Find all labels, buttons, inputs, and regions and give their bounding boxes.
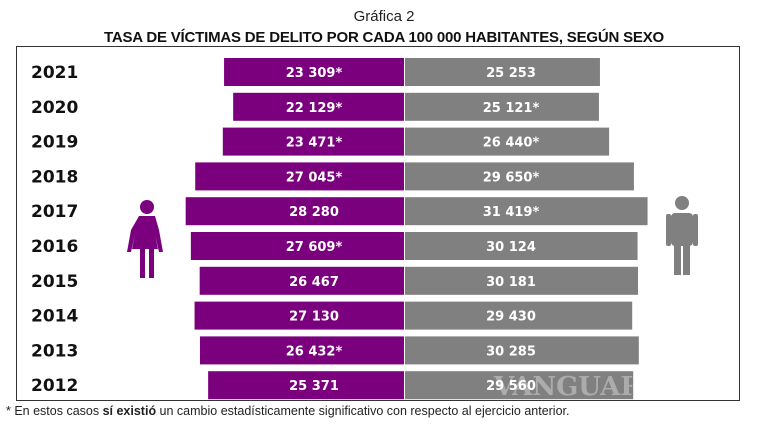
male-value-label: 29 560 [486, 379, 536, 394]
year-label: 2016 [31, 237, 78, 257]
female-bar [224, 58, 404, 86]
year-label: 2019 [31, 133, 78, 153]
female-value-label: 25 371 [289, 379, 339, 394]
year-label: 2017 [31, 202, 78, 222]
male-value-label: 30 181 [486, 275, 536, 290]
female-bar [195, 162, 404, 191]
female-icon [127, 200, 163, 278]
female-bar [199, 336, 404, 365]
female-value-label: 27 045* [286, 170, 343, 185]
year-label: 2020 [31, 98, 78, 118]
male-value-label: 31 419* [483, 205, 540, 220]
year-label: 2018 [31, 167, 78, 187]
male-value-label: 30 124 [486, 240, 536, 255]
year-label: 2021 [31, 63, 78, 83]
male-value-label: 26 440* [483, 136, 540, 151]
chart-title: TASA DE VÍCTIMAS DE DELITO POR CADA 100 … [104, 29, 664, 46]
female-value-label: 23 309* [286, 66, 343, 81]
year-label: 2014 [31, 307, 78, 327]
male-bar [405, 92, 599, 121]
footnote-suffix: un cambio estadísticamente significativo… [156, 404, 570, 418]
female-bar [233, 92, 404, 121]
male-value-label: 25 121* [483, 101, 540, 116]
male-bar [405, 197, 648, 226]
footnote-bold: sí existió [102, 404, 157, 418]
female-value-label: 26 467 [289, 275, 339, 290]
chart-frame: 2021 23 309* 25 253 2020 22 129* 25 121* 2019 2… [16, 46, 740, 401]
male-bar [405, 301, 633, 330]
watermark-logo: VANGUARDIA [493, 372, 698, 402]
female-bar [194, 301, 404, 330]
male-bar [405, 266, 638, 295]
male-bar [405, 232, 638, 260]
male-bar [405, 58, 600, 86]
male-value-label: 29 430 [486, 310, 536, 325]
butterfly-chart: 2021 23 309* 25 253 2020 22 129* 25 121* 2019 2… [31, 58, 698, 402]
male-bar [405, 162, 634, 191]
female-bar [185, 197, 404, 226]
chart-caption: Gráfica 2 [353, 8, 415, 25]
male-icon [666, 196, 698, 275]
year-label: 2012 [31, 376, 78, 396]
male-value-label: 29 650* [483, 170, 540, 185]
female-value-label: 28 280 [289, 205, 339, 220]
female-value-label: 27 130 [289, 310, 339, 325]
female-value-label: 22 129* [286, 101, 343, 116]
female-value-label: 26 432* [286, 344, 343, 359]
footnote-prefix: * En estos casos [6, 404, 103, 418]
female-bar [208, 371, 404, 400]
female-bar [199, 266, 404, 295]
footnote: * En estos casos sí existió un cambio es… [6, 404, 569, 418]
male-bar [405, 336, 639, 365]
year-label: 2013 [31, 341, 78, 361]
male-value-label: 30 285 [486, 344, 536, 359]
male-bar [405, 371, 634, 400]
female-bar [222, 127, 404, 156]
male-bar [405, 127, 610, 156]
male-value-label: 25 253 [486, 66, 536, 81]
female-value-label: 27 609* [286, 240, 343, 255]
female-value-label: 23 471* [286, 136, 343, 151]
female-bar [190, 232, 404, 260]
year-label: 2015 [31, 272, 78, 292]
